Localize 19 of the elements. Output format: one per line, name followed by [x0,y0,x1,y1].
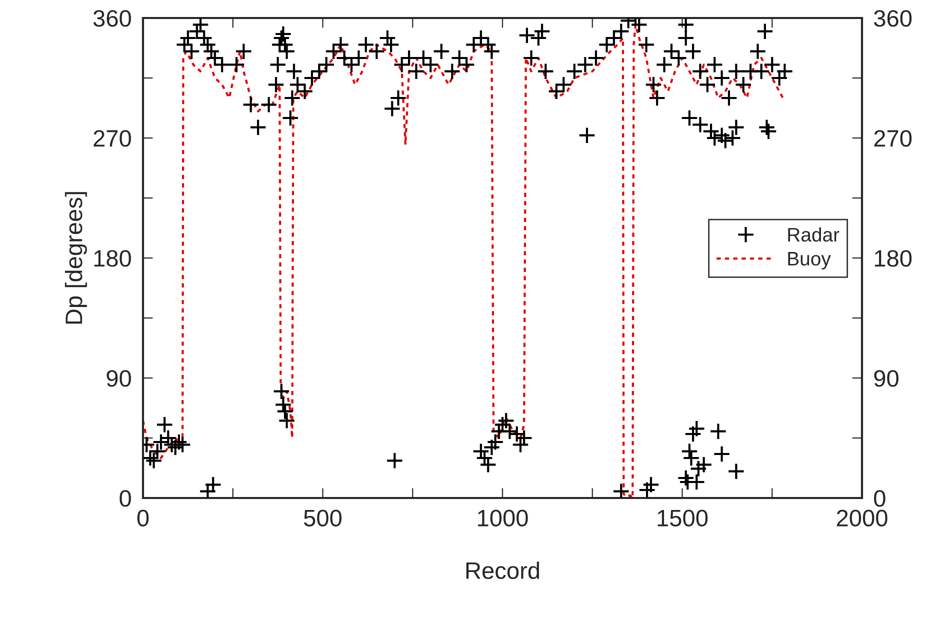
y-tick-label: 180 [94,250,131,267]
y-tick-label: 270 [94,130,131,147]
y2-tick-label: 360 [874,10,912,27]
legend-label: Radar [788,227,840,242]
y2-tick-label: 90 [874,370,898,387]
y-tick-label: 0 [120,490,131,507]
x-tick-label: 0 [137,510,149,526]
legend-label: Buoy [788,252,831,270]
x-tick-label: 2000 [836,510,888,526]
x-tick-label: 1000 [478,510,528,526]
y-tick-label: 90 [106,370,131,387]
x-tick-label: 500 [304,510,342,526]
y2-tick-label: 270 [874,130,912,147]
y-axis-title: Dp [degrees] [64,192,87,324]
y2-tick-label: 180 [874,250,912,267]
y-tick-label: 360 [93,10,131,27]
x-axis-title: Record [466,562,540,580]
y2-tick-label: 0 [874,490,886,507]
x-tick-label: 1500 [658,510,708,526]
